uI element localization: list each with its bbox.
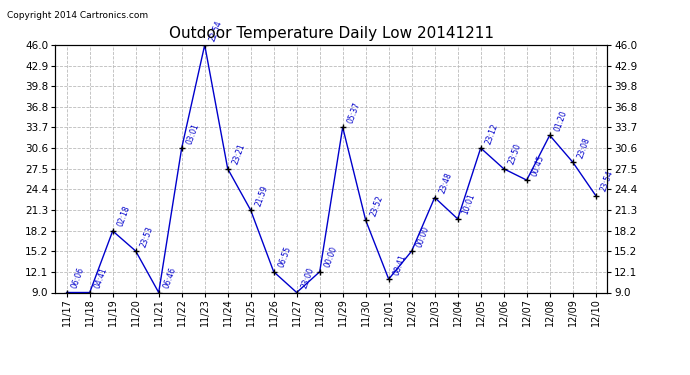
Text: 22:54: 22:54 — [208, 19, 224, 42]
Text: 06:55: 06:55 — [277, 245, 293, 269]
Text: 23:50: 23:50 — [506, 142, 522, 166]
Text: 06:46: 06:46 — [161, 266, 177, 290]
Text: 23:21: 23:21 — [230, 142, 246, 166]
Text: 23:08: 23:08 — [575, 136, 591, 159]
Text: 21:59: 21:59 — [253, 184, 269, 207]
Text: 23:48: 23:48 — [437, 171, 453, 195]
Text: Temperature (°F): Temperature (°F) — [495, 29, 595, 39]
Text: 05:37: 05:37 — [346, 101, 362, 124]
Text: 23:00: 23:00 — [299, 266, 315, 290]
Text: 00:00: 00:00 — [322, 245, 339, 269]
Text: 23:54: 23:54 — [598, 169, 614, 193]
Text: 06:06: 06:06 — [70, 266, 86, 290]
Text: 02:18: 02:18 — [115, 205, 131, 228]
Text: 08:41: 08:41 — [391, 253, 407, 276]
Text: 03:01: 03:01 — [184, 122, 200, 145]
Text: 23:52: 23:52 — [368, 194, 384, 217]
Text: 01:20: 01:20 — [553, 109, 569, 132]
Text: 10:01: 10:01 — [460, 193, 476, 216]
Title: Outdoor Temperature Daily Low 20141211: Outdoor Temperature Daily Low 20141211 — [168, 26, 494, 41]
Text: Copyright 2014 Cartronics.com: Copyright 2014 Cartronics.com — [7, 11, 148, 20]
Text: 23:12: 23:12 — [484, 122, 500, 145]
Text: 00:45: 00:45 — [529, 154, 546, 177]
Text: 04:41: 04:41 — [92, 266, 108, 290]
Text: 00:00: 00:00 — [415, 225, 431, 248]
Text: 23:53: 23:53 — [139, 225, 155, 248]
